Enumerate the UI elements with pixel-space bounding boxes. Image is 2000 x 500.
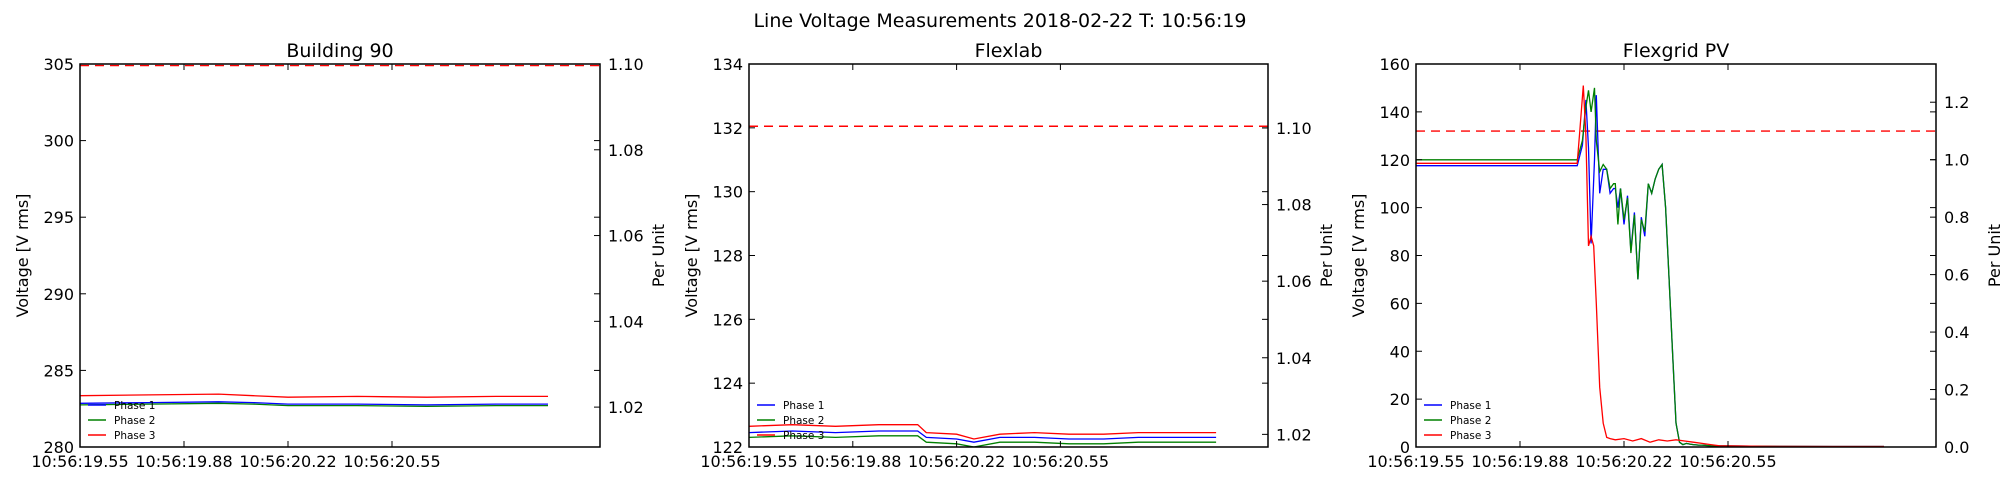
legend: Phase 1 Phase 2 Phase 3 bbox=[757, 400, 824, 442]
x-tick-label: 10:56:19.55 bbox=[700, 452, 797, 471]
y-tick-label: 290 bbox=[43, 285, 74, 304]
axes-frame bbox=[1415, 63, 1937, 448]
x-tick-label: 10:56:20.22 bbox=[239, 452, 336, 471]
chart-title: Flexgrid PV bbox=[1623, 40, 1730, 62]
y-tick-label: 120 bbox=[1379, 151, 1410, 170]
series-line-phase-2 bbox=[80, 402, 548, 408]
y-tick-label: 300 bbox=[43, 132, 74, 151]
chart-title: Building 90 bbox=[286, 40, 393, 62]
legend-label: Phase 2 bbox=[114, 415, 155, 427]
y2-axis-label: Per Unit bbox=[1985, 224, 2000, 287]
y2-tick-label: 0.8 bbox=[1944, 208, 1969, 227]
x-tick-label: 10:56:19.55 bbox=[31, 452, 128, 471]
x-tick-label: 10:56:20.22 bbox=[908, 452, 1005, 471]
y-axis-label: Voltage [V rms] bbox=[1349, 194, 1368, 318]
y-tick-label: 305 bbox=[43, 55, 74, 74]
legend-label: Phase 3 bbox=[783, 430, 824, 442]
plot-area bbox=[80, 64, 600, 408]
y2-tick-label: 1.2 bbox=[1944, 93, 1969, 112]
y2-tick-label: 1.0 bbox=[1944, 151, 1969, 170]
legend-label: Phase 2 bbox=[783, 415, 824, 427]
x-tick-label: 10:56:19.88 bbox=[135, 452, 232, 471]
y-tick-label: 280 bbox=[43, 438, 74, 457]
series-line-phase-1 bbox=[80, 401, 548, 406]
y-tick-label: 80 bbox=[1390, 247, 1410, 266]
x-tick-label: 10:56:20.22 bbox=[1575, 452, 1672, 471]
legend-label: Phase 1 bbox=[114, 400, 155, 412]
series-line-phase-3 bbox=[80, 393, 548, 398]
legend-label: Phase 3 bbox=[1450, 430, 1491, 442]
x-tick-label: 10:56:20.55 bbox=[1012, 452, 1109, 471]
chart-title: Flexlab bbox=[975, 40, 1043, 62]
axes-frame bbox=[748, 63, 1269, 448]
y2-tick-label: 0.2 bbox=[1944, 381, 1969, 400]
x-tick-label: 10:56:20.55 bbox=[1679, 452, 1776, 471]
y-tick-label: 100 bbox=[1379, 199, 1410, 218]
y2-tick-label: 1.04 bbox=[1276, 349, 1312, 368]
series-line-phase-3 bbox=[1416, 85, 1884, 447]
y2-tick-label: 0.6 bbox=[1944, 266, 1969, 285]
x-tick-label: 10:56:19.88 bbox=[1471, 452, 1568, 471]
series-line-phase-2 bbox=[1416, 87, 1884, 447]
y2-tick-label: 1.06 bbox=[1276, 272, 1312, 291]
legend-label: Phase 1 bbox=[1450, 400, 1491, 412]
series-line-phase-1 bbox=[749, 430, 1217, 443]
series-line-phase-2 bbox=[749, 435, 1217, 447]
y-tick-label: 122 bbox=[712, 438, 743, 457]
y-tick-label: 132 bbox=[712, 119, 743, 138]
y2-tick-label: 0.4 bbox=[1944, 323, 1969, 342]
y-tick-label: 40 bbox=[1390, 342, 1410, 361]
legend-label: Phase 2 bbox=[1450, 415, 1491, 427]
plot-area bbox=[749, 125, 1268, 447]
legend: Phase 1 Phase 2 Phase 3 bbox=[1424, 400, 1491, 442]
y-tick-label: 20 bbox=[1390, 390, 1410, 409]
chart-panel-2: Flexlab 122 124 126 128 130 132 134 1.02 1.04 1.06… bbox=[682, 40, 1336, 471]
y-tick-label: 60 bbox=[1390, 294, 1410, 313]
chart-panel-3: Flexgrid PV 0 20 40 60 80 100 120 140 160 0.0 0.2 0.… bbox=[1349, 40, 2000, 471]
y2-tick-label: 1.02 bbox=[608, 398, 644, 417]
x-tick-label: 10:56:19.88 bbox=[804, 452, 901, 471]
series-line-phase-1 bbox=[1416, 95, 1884, 447]
y-tick-label: 160 bbox=[1379, 55, 1410, 74]
y-tick-label: 0 bbox=[1400, 438, 1410, 457]
y-tick-label: 295 bbox=[43, 208, 74, 227]
plot-area bbox=[1416, 85, 1936, 447]
legend-label: Phase 1 bbox=[783, 400, 824, 412]
y2-tick-label: 1.10 bbox=[608, 55, 644, 74]
y-tick-label: 140 bbox=[1379, 103, 1410, 122]
axes-frame bbox=[79, 63, 601, 448]
y2-tick-label: 1.04 bbox=[608, 312, 644, 331]
y2-tick-label: 1.10 bbox=[1276, 119, 1312, 138]
x-tick-label: 10:56:20.55 bbox=[343, 452, 440, 471]
y2-tick-label: 1.02 bbox=[1276, 425, 1312, 444]
y-axis-label: Voltage [V rms] bbox=[13, 194, 32, 318]
y2-tick-label: 1.08 bbox=[1276, 196, 1312, 215]
y-tick-label: 285 bbox=[43, 361, 74, 380]
y2-tick-label: 1.06 bbox=[608, 227, 644, 246]
y-tick-label: 130 bbox=[712, 183, 743, 202]
y2-tick-label: 0.0 bbox=[1944, 438, 1969, 457]
y2-axis-label: Per Unit bbox=[649, 224, 668, 287]
x-tick-label: 10:56:19.55 bbox=[1367, 452, 1464, 471]
legend-label: Phase 3 bbox=[114, 430, 155, 442]
y-tick-label: 128 bbox=[712, 247, 743, 266]
y2-tick-label: 1.08 bbox=[608, 141, 644, 160]
series-line-phase-3 bbox=[749, 424, 1217, 440]
legend: Phase 1 Phase 2 Phase 3 bbox=[88, 400, 155, 442]
y2-axis-label: Per Unit bbox=[1317, 224, 1336, 287]
y-axis-label: Voltage [V rms] bbox=[682, 194, 701, 318]
y-tick-label: 124 bbox=[712, 374, 743, 393]
y-tick-label: 134 bbox=[712, 55, 743, 74]
chart-panel-1: Building 90 280 285 290 295 300 305 1.02 1.04 1.0… bbox=[13, 40, 668, 471]
y-tick-label: 126 bbox=[712, 310, 743, 329]
figure-title: Line Voltage Measurements 2018-02-22 T: … bbox=[753, 10, 1246, 32]
